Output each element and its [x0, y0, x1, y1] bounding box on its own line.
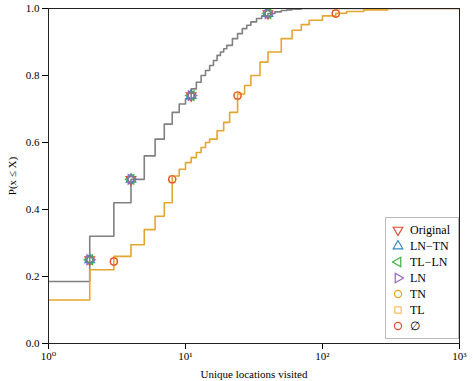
svg-text:10²: 10² — [315, 350, 330, 362]
svg-text:10¹: 10¹ — [178, 350, 192, 362]
svg-text:0.6: 0.6 — [26, 136, 40, 148]
html-text:TL−LN: TL−LN — [410, 254, 448, 269]
html-text:LN−TN: LN−TN — [410, 238, 449, 253]
html-text:TL: TL — [410, 302, 425, 317]
svg-text:1.0: 1.0 — [26, 2, 40, 14]
svg-text:0.2: 0.2 — [26, 270, 40, 282]
svg-text:Unique locations visited: Unique locations visited — [201, 368, 308, 380]
html-text:LN: LN — [410, 270, 426, 285]
html-text:Original: Original — [410, 222, 450, 237]
svg-text:10³: 10³ — [452, 350, 467, 362]
svg-text:0.4: 0.4 — [26, 203, 40, 215]
html-text:TN: TN — [410, 286, 426, 301]
svg-text:0.8: 0.8 — [26, 69, 40, 81]
svg-text:P(x ≤ X): P(x ≤ X) — [6, 156, 19, 195]
svg-text:0.0: 0.0 — [26, 337, 40, 349]
svg-text:10⁰: 10⁰ — [41, 350, 57, 362]
